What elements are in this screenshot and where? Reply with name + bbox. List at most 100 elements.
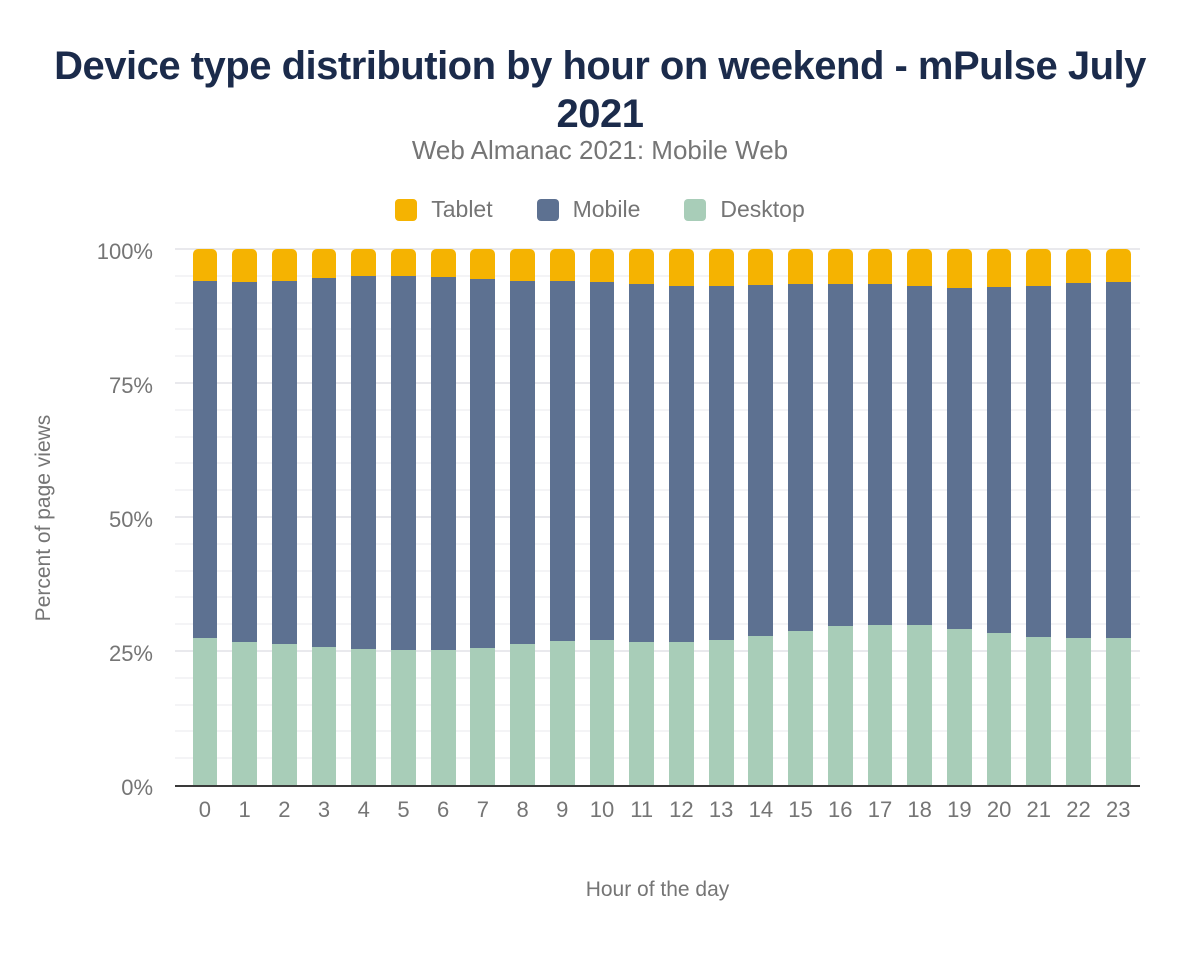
x-tick-14: 14 — [748, 797, 774, 822]
x-tick-22: 22 — [1066, 797, 1091, 822]
bar-hour-11-tablet-segment — [629, 249, 655, 285]
gridline-15 — [175, 703, 1140, 706]
bar-hour-10-mobile-segment — [589, 281, 615, 641]
bar-hour-1-desktop-segment — [232, 641, 257, 785]
x-tick-11: 11 — [630, 797, 654, 822]
bar-hour-2-tablet-segment — [271, 249, 297, 281]
x-tick-13: 13 — [708, 797, 734, 822]
bar-hour-2-desktop-segment — [271, 644, 297, 785]
bar-hour-15-mobile-segment — [788, 283, 813, 632]
gridline-55 — [175, 489, 1140, 492]
bar-hour-21-tablet-segment — [1026, 249, 1052, 286]
gridline-50 — [175, 516, 1140, 518]
bar-hour-16-tablet-segment — [827, 249, 853, 284]
y-tick-0: 0% — [121, 775, 153, 800]
bar-hour-16-desktop-segment — [827, 625, 853, 785]
bar-hour-6 — [430, 249, 456, 785]
mobile-swatch-icon — [536, 198, 559, 221]
bar-hour-1 — [232, 249, 257, 785]
bar-hour-7-mobile-segment — [470, 279, 496, 649]
legend-item-desktop: Desktop — [684, 196, 805, 223]
x-tick-12: 12 — [669, 797, 694, 822]
gridline-5 — [175, 757, 1140, 760]
legend-item-mobile: Mobile — [536, 196, 641, 223]
bar-hour-18-mobile-segment — [907, 286, 933, 625]
bar-hour-15 — [788, 249, 813, 785]
chart-title: Device type distribution by hour on week… — [54, 44, 1146, 136]
bar-hour-21 — [1026, 249, 1052, 785]
bar-hour-8-mobile-segment — [510, 280, 535, 644]
y-tick-25: 25% — [108, 641, 153, 666]
bar-hour-9-desktop-segment — [549, 640, 575, 785]
gridline-65 — [175, 435, 1140, 438]
bar-hour-18-tablet-segment — [907, 249, 933, 286]
x-tick-16: 16 — [828, 797, 853, 822]
x-tick-4: 4 — [357, 797, 370, 822]
bar-hour-2-mobile-segment — [271, 280, 297, 645]
bar-hour-3 — [311, 249, 337, 785]
plot-area — [175, 248, 1140, 787]
bar-hour-11-desktop-segment — [629, 642, 655, 785]
bar-hour-9 — [549, 249, 575, 785]
x-tick-21: 21 — [1026, 797, 1052, 822]
bar-hour-16 — [827, 249, 853, 785]
legend-label-mobile: Mobile — [572, 196, 641, 222]
bar-hour-6-mobile-segment — [430, 277, 456, 651]
bar-hour-19 — [946, 249, 972, 785]
bar-hour-4 — [351, 249, 377, 785]
gridline-20 — [175, 676, 1140, 679]
bar-hour-21-mobile-segment — [1026, 286, 1052, 638]
bar-hour-13-tablet-segment — [708, 249, 734, 286]
bar-hour-12-tablet-segment — [669, 249, 694, 286]
bar-hour-8 — [510, 249, 535, 785]
bar-hour-22-mobile-segment — [1066, 283, 1091, 639]
x-tick-1: 1 — [238, 797, 251, 822]
bar-hour-0 — [192, 249, 218, 785]
bar-hour-2 — [271, 249, 297, 785]
gridline-25 — [175, 650, 1140, 652]
bar-hour-20-mobile-segment — [986, 287, 1012, 633]
x-tick-18: 18 — [907, 797, 932, 822]
bar-hour-9-tablet-segment — [549, 249, 575, 281]
chart-subtitle: Web Almanac 2021: Mobile Web — [411, 135, 789, 165]
x-tick-2: 2 — [278, 797, 291, 822]
bar-hour-17-mobile-segment — [867, 283, 893, 625]
bar-hour-21-desktop-segment — [1026, 637, 1052, 785]
bar-hour-23-desktop-segment — [1105, 637, 1131, 785]
bar-hour-1-tablet-segment — [232, 249, 257, 282]
bar-hour-0-mobile-segment — [192, 280, 218, 639]
y-tick-100: 100% — [96, 239, 153, 264]
bar-hour-20-tablet-segment — [986, 249, 1012, 288]
bar-hour-20-desktop-segment — [986, 632, 1012, 785]
bar-hour-15-tablet-segment — [788, 249, 813, 284]
bar-hour-8-tablet-segment — [510, 249, 535, 281]
bar-hour-4-desktop-segment — [351, 648, 377, 785]
bar-hour-14-mobile-segment — [748, 284, 774, 636]
x-axis-title: Hour of the day — [585, 878, 730, 901]
bar-hour-9-mobile-segment — [549, 280, 575, 641]
x-tick-15: 15 — [788, 797, 813, 822]
gridline-75 — [175, 382, 1140, 384]
bar-hour-18-desktop-segment — [907, 624, 933, 785]
bar-hour-0-tablet-segment — [192, 249, 218, 281]
bar-hour-7-desktop-segment — [470, 648, 496, 785]
bar-hour-13-mobile-segment — [708, 286, 734, 641]
bar-hour-5-tablet-segment — [391, 249, 416, 276]
bar-hour-19-mobile-segment — [946, 287, 972, 630]
x-tick-8: 8 — [516, 797, 529, 822]
bar-hour-13 — [708, 249, 734, 785]
bar-hour-16-mobile-segment — [827, 283, 853, 626]
bar-hour-3-desktop-segment — [311, 647, 337, 785]
bar-hour-4-tablet-segment — [351, 249, 377, 277]
bar-hour-18 — [907, 249, 933, 785]
bar-hour-19-desktop-segment — [946, 629, 972, 785]
x-tick-7: 7 — [476, 797, 489, 822]
gridline-85 — [175, 328, 1140, 331]
bar-hour-5 — [391, 249, 416, 785]
bar-hour-15-desktop-segment — [788, 631, 813, 785]
gridline-100 — [175, 248, 1140, 250]
gridline-35 — [175, 596, 1140, 599]
bar-hour-8-desktop-segment — [510, 643, 535, 785]
bar-hour-23 — [1105, 249, 1131, 785]
bar-hour-22 — [1066, 249, 1091, 785]
